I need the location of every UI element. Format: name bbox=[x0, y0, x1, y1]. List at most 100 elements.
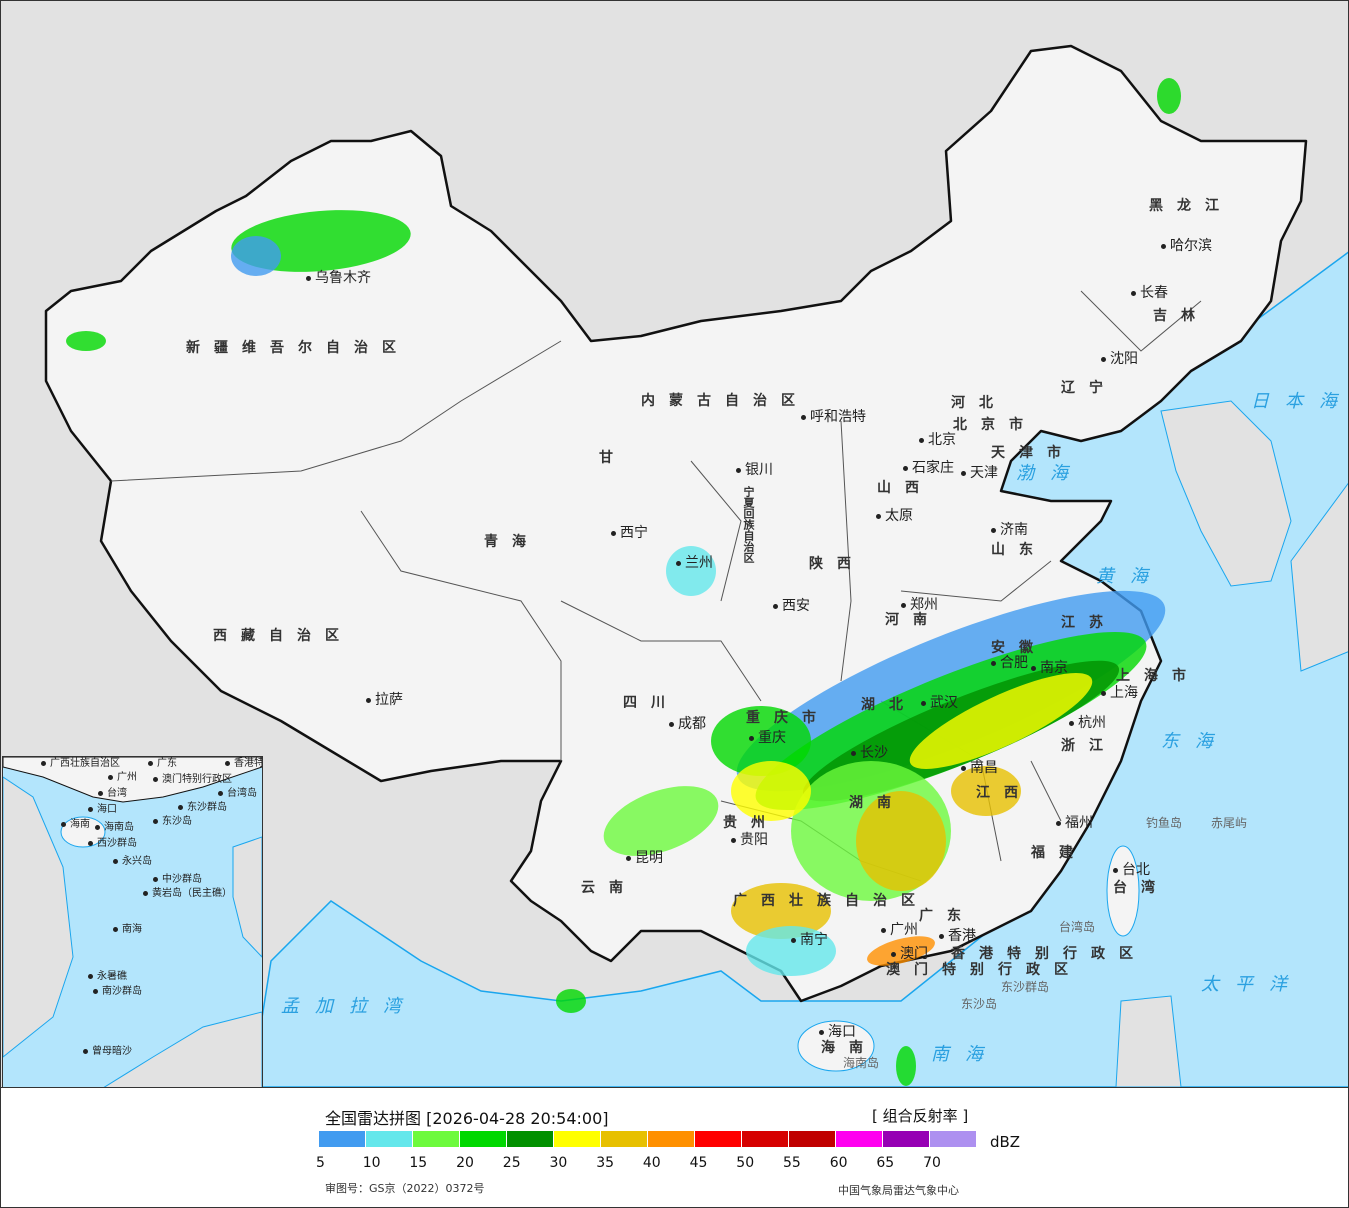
inset-label: 香港特别行政区 bbox=[225, 759, 262, 769]
scale-tick-label: 20 bbox=[456, 1155, 474, 1171]
inset-label: 澳门特别行政区 bbox=[153, 775, 232, 785]
city-label: 海口 bbox=[819, 1025, 856, 1039]
philippines-land bbox=[1115, 995, 1182, 1087]
inset-label: 中沙群岛 bbox=[153, 875, 202, 885]
province-label: 河北 bbox=[951, 395, 1007, 411]
inset-label: 曾母暗沙 bbox=[83, 1047, 132, 1057]
city-label: 福州 bbox=[1056, 816, 1093, 830]
radar-map[interactable]: 新疆维吾尔自治区 西藏自治区 青海 甘 内蒙古自治区 黑龙江 吉林 辽宁 河北 山西 山东 陕西 河南四… bbox=[1, 1, 1348, 1088]
province-label: 河南 bbox=[885, 612, 941, 628]
color-swatch bbox=[648, 1131, 695, 1147]
city-label: 石家庄 bbox=[903, 461, 954, 475]
radar-echo bbox=[731, 883, 831, 939]
province-label: 天津市 bbox=[991, 445, 1075, 461]
province-label: 湖南 bbox=[849, 795, 905, 811]
inset-label: 黄岩岛（民主礁） bbox=[143, 889, 232, 899]
city-label: 成都 bbox=[669, 717, 706, 731]
color-swatch bbox=[836, 1131, 883, 1147]
province-label: 贵州 bbox=[723, 815, 779, 831]
agency-credit: 中国气象局雷达气象中心 bbox=[838, 1184, 959, 1197]
product-name: [ 组合反射率 ] bbox=[872, 1107, 969, 1125]
province-label: 北京市 bbox=[953, 417, 1037, 433]
province-label: 重庆市 bbox=[746, 710, 830, 726]
city-label: 长春 bbox=[1131, 286, 1168, 300]
city-label: 银川 bbox=[736, 463, 773, 477]
city-label: 重庆 bbox=[749, 731, 786, 745]
city-label: 北京 bbox=[919, 433, 956, 447]
radar-echo bbox=[603, 786, 719, 856]
sea-label: 日本海 bbox=[1251, 391, 1348, 412]
island-label: 东沙群岛 bbox=[1001, 980, 1050, 994]
province-label: 吉林 bbox=[1153, 308, 1209, 324]
province-label: 黑龙江 bbox=[1149, 198, 1233, 214]
city-label: 西安 bbox=[773, 599, 810, 613]
city-label: 贵阳 bbox=[731, 833, 768, 847]
city-label: 郑州 bbox=[901, 598, 938, 612]
color-scale-bar bbox=[319, 1131, 977, 1147]
map-approval-number: 审图号：GS京（2022）0372号 bbox=[325, 1182, 485, 1195]
scale-tick-label: 35 bbox=[596, 1155, 615, 1171]
city-label: 哈尔滨 bbox=[1161, 239, 1212, 253]
color-swatch bbox=[319, 1131, 366, 1147]
city-label: 呼和浩特 bbox=[801, 410, 866, 424]
japan-land bbox=[1290, 482, 1348, 672]
korea-land bbox=[1160, 400, 1292, 587]
scale-tick-label: 50 bbox=[736, 1155, 755, 1171]
province-label: 内蒙古自治区 bbox=[641, 393, 809, 409]
scale-tick-label: 15 bbox=[409, 1155, 428, 1171]
inset-label: 台湾 bbox=[98, 789, 127, 799]
radar-echo bbox=[66, 331, 106, 351]
inset-label: 海南 bbox=[61, 820, 90, 830]
inset-label: 广州 bbox=[108, 773, 137, 783]
province-label: 海南 bbox=[821, 1040, 877, 1056]
inset-label: 永兴岛 bbox=[113, 857, 152, 867]
city-label: 拉萨 bbox=[366, 693, 403, 707]
inset-philippines-land bbox=[232, 836, 262, 958]
color-swatch bbox=[413, 1131, 460, 1147]
inset-label: 永暑礁 bbox=[88, 972, 127, 982]
radar-echo bbox=[1157, 78, 1181, 114]
island-label: 海南岛 bbox=[843, 1056, 880, 1070]
scale-tick-label: 70 bbox=[923, 1155, 941, 1171]
city-label: 香港 bbox=[939, 929, 976, 943]
province-label: 四川 bbox=[623, 695, 679, 711]
inset-label: 南沙群岛 bbox=[93, 987, 142, 997]
inset-label: 西沙群岛 bbox=[88, 839, 137, 849]
city-label: 南昌 bbox=[961, 761, 998, 775]
province-label: 广西壮族自治区 bbox=[733, 893, 929, 909]
city-label: 武汉 bbox=[921, 696, 958, 710]
city-label: 乌鲁木齐 bbox=[306, 271, 371, 285]
province-label: 福建 bbox=[1031, 845, 1087, 861]
radar-echo bbox=[951, 766, 1021, 816]
city-label: 杭州 bbox=[1069, 716, 1106, 730]
sea-label: 渤海 bbox=[1016, 463, 1084, 484]
city-label: 上海 bbox=[1101, 686, 1138, 700]
color-swatch bbox=[460, 1131, 507, 1147]
province-label: 广东 bbox=[919, 908, 975, 924]
province-label: 湖北 bbox=[861, 697, 917, 713]
city-label: 兰州 bbox=[676, 556, 713, 570]
color-swatch bbox=[554, 1131, 601, 1147]
province-label: 陕西 bbox=[809, 556, 865, 572]
sea-area bbox=[250, 251, 1348, 1087]
radar-echo bbox=[731, 761, 811, 821]
scale-tick-label: 65 bbox=[876, 1155, 895, 1171]
province-label: 青海 bbox=[484, 534, 540, 550]
city-label: 台北 bbox=[1113, 863, 1150, 877]
sea-label: 黄海 bbox=[1096, 566, 1164, 587]
sea-label: 南海 bbox=[931, 1044, 999, 1065]
province-label: 山东 bbox=[991, 542, 1047, 558]
province-label: 江苏 bbox=[1061, 615, 1117, 631]
scale-tick-label: 30 bbox=[549, 1155, 568, 1171]
island-label: 台湾岛 bbox=[1059, 920, 1096, 934]
island-label: 赤尾屿 bbox=[1211, 816, 1248, 830]
city-label: 南京 bbox=[1031, 661, 1068, 675]
city-label: 济南 bbox=[991, 523, 1028, 537]
inset-label: 海口 bbox=[88, 805, 117, 815]
radar-echo bbox=[909, 673, 1093, 769]
color-swatch bbox=[601, 1131, 648, 1147]
city-label: 广州 bbox=[881, 923, 918, 937]
inset-label: 东沙群岛 bbox=[178, 803, 227, 813]
mosaic-title: 全国雷达拼图 [2026-04-28 20:54:00] bbox=[325, 1109, 609, 1128]
